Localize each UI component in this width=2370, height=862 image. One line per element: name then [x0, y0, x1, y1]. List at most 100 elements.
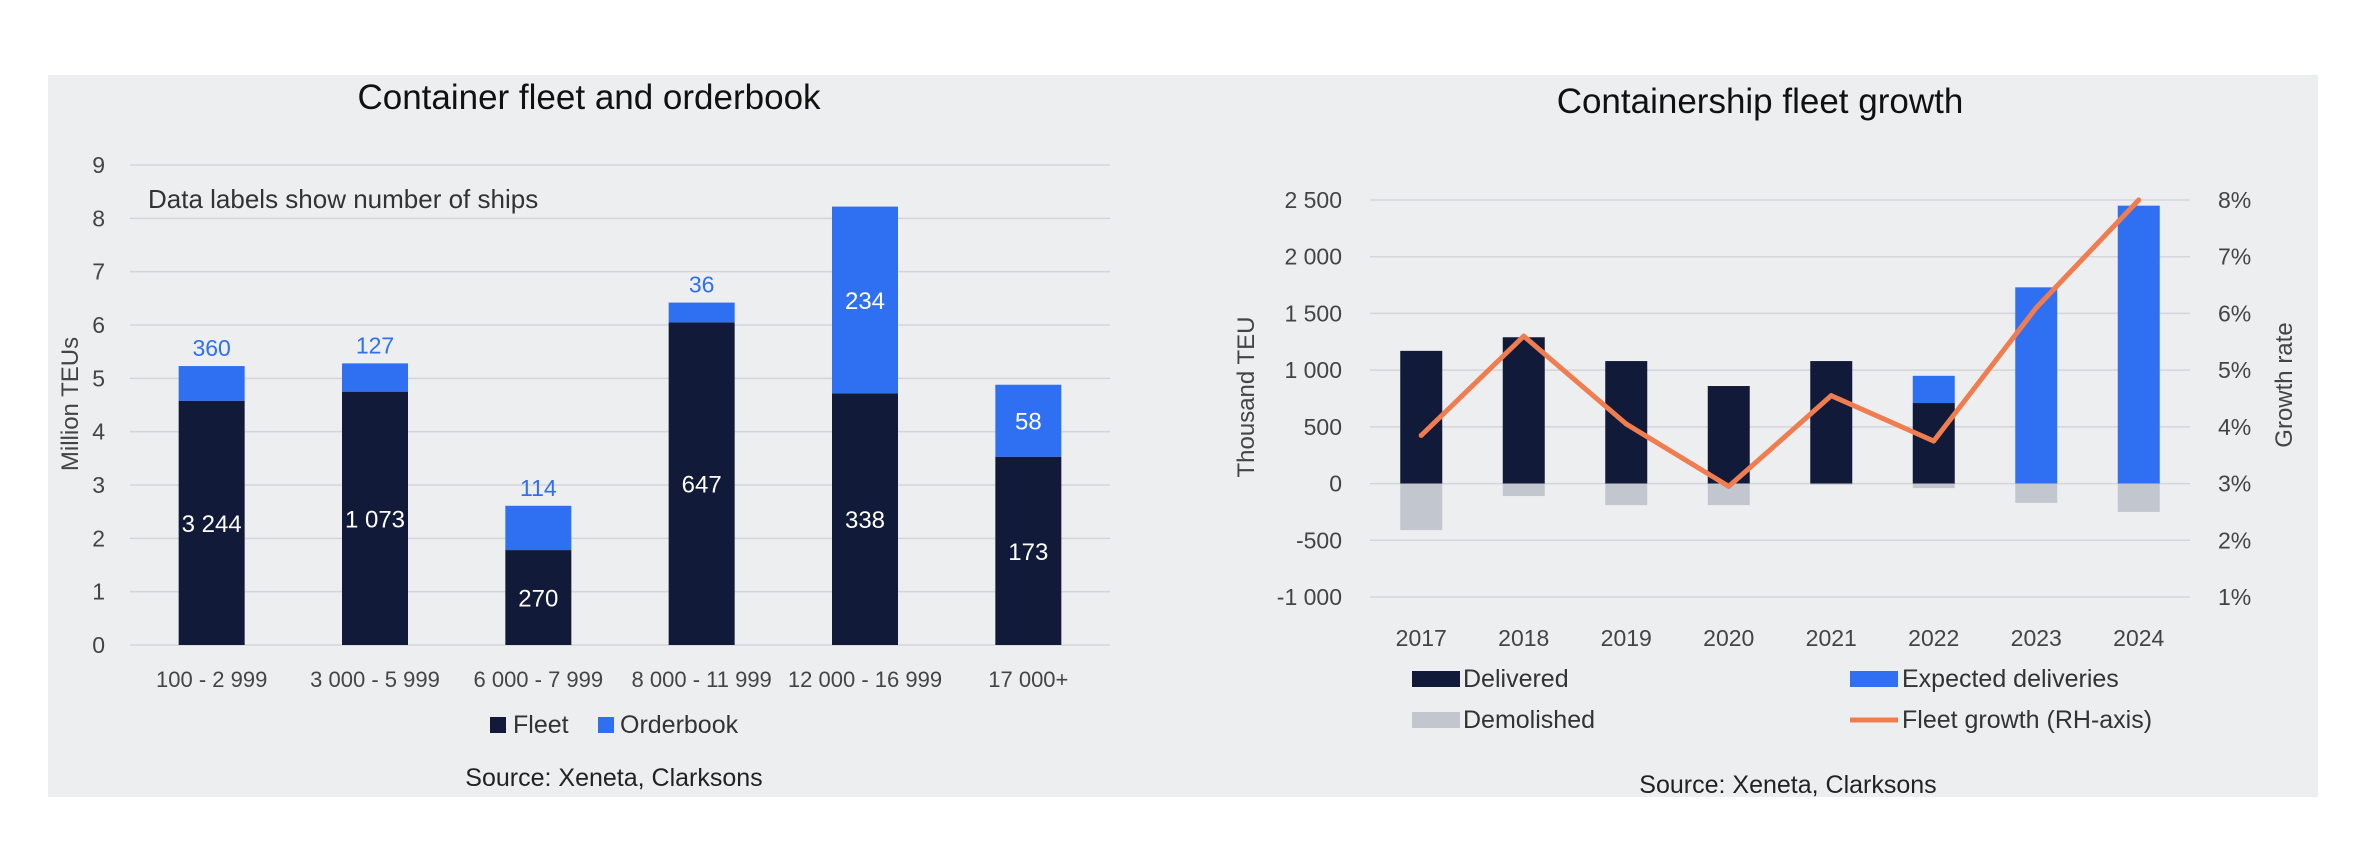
chart2-legend-swatch-delivered [1412, 671, 1460, 687]
chart1-ytick-label: 1 [92, 579, 105, 605]
chart2-ytick-label: 2 000 [1284, 244, 1342, 270]
chart2-bar-expected [2117, 205, 2160, 484]
chart2-point-fleet-growth [2033, 305, 2039, 311]
chart2-ylabel: Thousand TEU [1233, 317, 1260, 478]
chart1-label-fleet: 173 [1008, 539, 1048, 566]
chart2-legend-label-demolished: Demolished [1463, 706, 1595, 734]
chart2-xtick-label: 2024 [2113, 625, 2164, 651]
chart1-xtick-label: 3 000 - 5 999 [310, 667, 440, 692]
chart2-point-fleet-growth [1418, 432, 1424, 438]
chart1-ytick-label: 7 [92, 259, 105, 285]
chart2-xtick-label: 2023 [2011, 625, 2062, 651]
chart2-ytick-label: 1 500 [1284, 300, 1342, 326]
chart2-legend-label-growth: Fleet growth (RH-axis) [1902, 706, 2152, 734]
chart1-legend-label-orderbook: Orderbook [620, 711, 739, 739]
chart2-y2tick-label: 2% [2218, 527, 2251, 553]
chart1-label-orderbook: 36 [689, 272, 715, 298]
chart2-ytick-label: 2 500 [1284, 187, 1342, 213]
chart1-bar-fleet [178, 400, 245, 645]
chart1-bar-fleet [832, 393, 898, 645]
chart2-legend-swatch-expected [1850, 671, 1898, 687]
chart2-point-fleet-growth [1623, 421, 1629, 427]
chart1-xtick-label: 6 000 - 7 999 [473, 667, 603, 692]
chart1-bar-fleet [995, 456, 1062, 645]
chart1-label-orderbook: 114 [520, 475, 557, 501]
chart1-xtick-label: 17 000+ [988, 667, 1068, 692]
chart1-label-fleet: 3 244 [182, 511, 242, 538]
chart1-ytick-label: 3 [92, 472, 105, 498]
chart1-label-orderbook: 127 [356, 332, 394, 358]
chart2-bar-demolished [1912, 483, 1955, 489]
chart1-ytick-label: 9 [92, 152, 105, 178]
chart1-bar-fleet [668, 322, 735, 645]
chart2-bar-demolished [1605, 483, 1648, 506]
chart2-xtick-label: 2019 [1601, 625, 1652, 651]
chart2-source: Source: Xeneta, Clarksons [1639, 771, 1936, 799]
chart2-bar-expected [1912, 375, 1955, 404]
chart2-legend-label-delivered: Delivered [1463, 665, 1569, 693]
chart2-ytick-label: 1 000 [1284, 357, 1342, 383]
chart2-xtick-label: 2021 [1806, 625, 1857, 651]
chart2-xtick-label: 2017 [1396, 625, 1447, 651]
chart1-ytick-label: 4 [92, 419, 105, 445]
chart1-bar-orderbook [505, 505, 572, 551]
chart1-xtick-label: 12 000 - 16 999 [788, 667, 942, 692]
chart2-y2tick-label: 4% [2218, 414, 2251, 440]
chart2-xtick-label: 2020 [1703, 625, 1754, 651]
chart1-legend-swatch-fleet [490, 717, 506, 733]
chart1-bar-orderbook [832, 206, 898, 394]
chart1-annotation: Data labels show number of ships [148, 184, 538, 214]
chart1-bar-orderbook [342, 363, 408, 392]
chart1-bar-orderbook [995, 384, 1062, 457]
chart2-ytick-label: -1 000 [1277, 584, 1342, 610]
chart1-legend-swatch-orderbook [598, 717, 614, 733]
chart2-y2label: Growth rate [2271, 322, 2298, 447]
chart2-y2tick-label: 3% [2218, 471, 2251, 497]
chart1-label-fleet: 1 073 [345, 506, 405, 533]
chart1-label-fleet: 338 [845, 507, 885, 534]
chart1-bar-orderbook [668, 302, 735, 323]
chart2-ytick-label: -500 [1296, 527, 1342, 553]
chart1-label-orderbook: 360 [192, 335, 230, 361]
chart2-y2tick-label: 8% [2218, 187, 2251, 213]
chart2-bar-delivered [1400, 350, 1443, 484]
chart1-label-fleet: 647 [682, 472, 722, 499]
chart2-bar-demolished [1707, 483, 1750, 506]
chart2-bar-demolished [1810, 483, 1853, 485]
chart2-ytick-label: 0 [1329, 471, 1342, 497]
chart1-bar-orderbook [178, 366, 245, 401]
chart2-point-fleet-growth [1726, 483, 1732, 489]
chart1-ytick-label: 5 [92, 365, 105, 391]
chart2-y2tick-label: 7% [2218, 244, 2251, 270]
chart2-y2tick-label: 6% [2218, 300, 2251, 326]
chart2-bar-expected [2015, 287, 2058, 484]
chart2-line-fleet-growth [1418, 197, 2142, 489]
chart2-y2tick-label: 1% [2218, 584, 2251, 610]
chart1-ytick-label: 8 [92, 205, 105, 231]
chart1-ytick-label: 6 [92, 312, 105, 338]
chart1-bar-fleet [342, 391, 408, 645]
chart1-ytick-label: 2 [92, 525, 105, 551]
chart1-xtick-label: 8 000 - 11 999 [632, 667, 772, 692]
chart2-ytick-label: 500 [1304, 414, 1342, 440]
chart2-bar-delivered [1707, 386, 1750, 484]
chart2-bar-delivered [1810, 361, 1853, 484]
chart1-label-orderbook: 234 [845, 288, 885, 315]
chart2-bar-delivered [1502, 337, 1545, 484]
chart2-point-fleet-growth [1931, 438, 1937, 444]
chart1-label-fleet: 270 [518, 586, 558, 613]
chart2-legend-label-expected: Expected deliveries [1902, 665, 2119, 693]
chart1-xtick-label: 100 - 2 999 [156, 667, 267, 692]
chart1-ytick-label: 0 [92, 632, 105, 658]
chart1-legend-label-fleet: Fleet [513, 711, 569, 739]
chart2-y2tick-label: 5% [2218, 357, 2251, 383]
chart2-bar-demolished [2117, 483, 2160, 512]
chart2-xtick-label: 2018 [1498, 625, 1549, 651]
chart1-bar-fleet [505, 550, 572, 645]
chart1-source: Source: Xeneta, Clarksons [465, 764, 762, 792]
chart2-bar-demolished [1400, 483, 1443, 531]
chart2-bar-demolished [2015, 483, 2058, 503]
chart2-point-fleet-growth [1828, 393, 1834, 399]
chart2-legend-swatch-demolished [1412, 712, 1460, 728]
